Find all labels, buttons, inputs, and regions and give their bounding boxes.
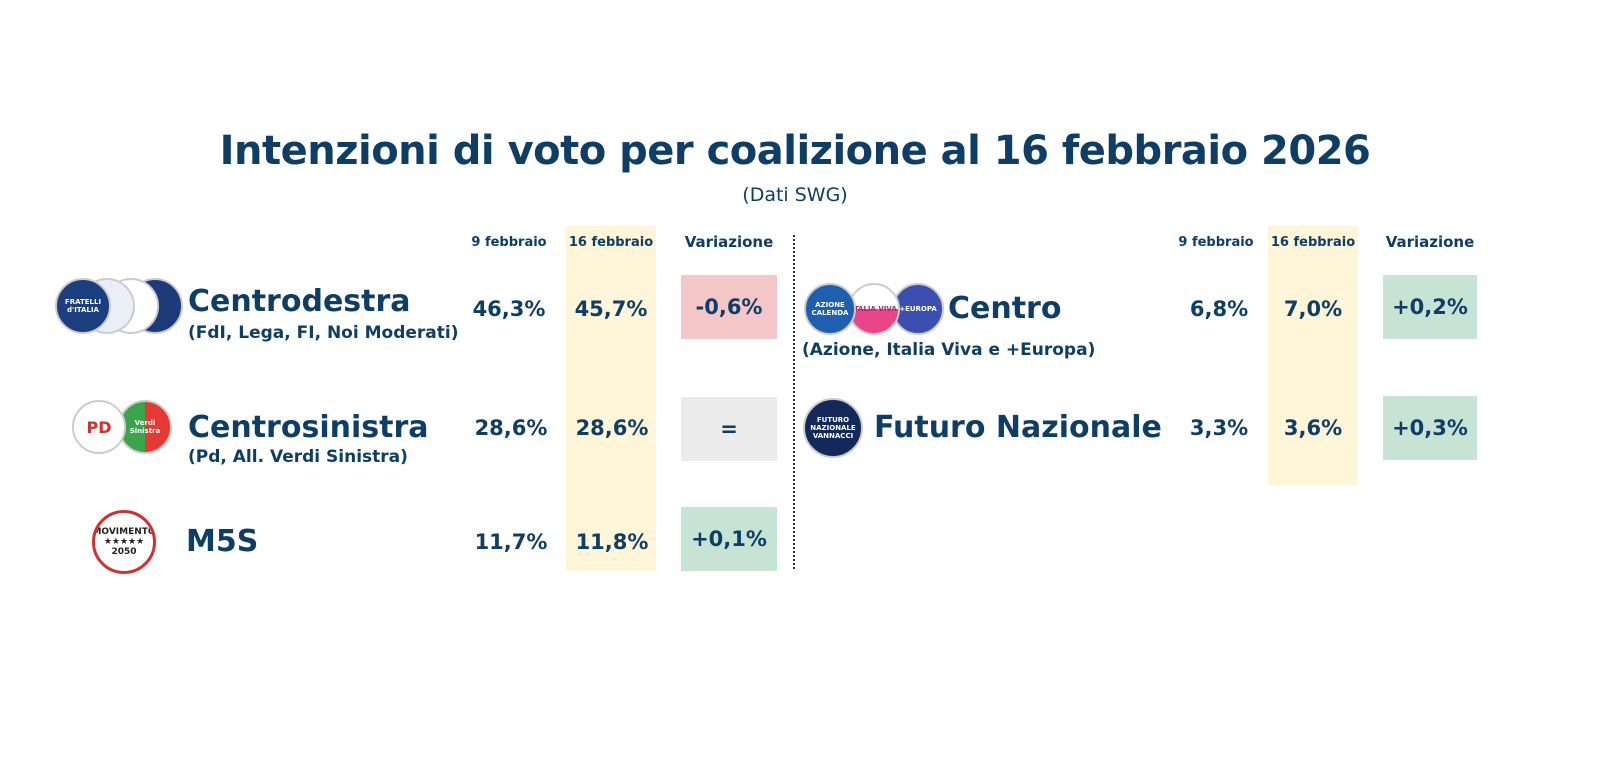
highlight-column-left bbox=[566, 226, 656, 571]
header-variazione: Variazione bbox=[1385, 233, 1475, 251]
value-9-febbraio: 46,3% bbox=[472, 297, 546, 321]
coalition-name: M5S bbox=[186, 524, 259, 559]
subtitle: (Dati SWG) bbox=[742, 184, 848, 206]
value-16-febbraio: 11,8% bbox=[575, 530, 649, 554]
value-9-febbraio: 3,3% bbox=[1189, 416, 1249, 440]
logo-pd: PD bbox=[72, 400, 126, 454]
logo-group-centrosinistra: Verdi Sinistra PD bbox=[72, 400, 174, 456]
logo-group-centrodestra: FRATELLI d'ITALIA bbox=[55, 278, 185, 334]
value-9-febbraio: 28,6% bbox=[474, 416, 548, 440]
page-title: Intenzioni di voto per coalizione al 16 … bbox=[219, 128, 1371, 174]
coalition-parties: (Azione, Italia Viva e +Europa) bbox=[802, 340, 1096, 360]
highlight-column-right bbox=[1268, 226, 1358, 485]
value-16-febbraio: 7,0% bbox=[1283, 297, 1343, 321]
logo-futuro-nazionale: FUTURO NAZIONALE VANNACCI bbox=[803, 398, 863, 458]
logo-group-centro: +EUROPA ITALIA VIVA AZIONE CALENDA bbox=[804, 283, 944, 339]
change-badge: +0,2% bbox=[1383, 275, 1477, 339]
change-badge: = bbox=[681, 397, 777, 461]
change-badge: -0,6% bbox=[681, 275, 777, 339]
coalition-parties: (Pd, All. Verdi Sinistra) bbox=[188, 447, 408, 467]
coalition-name: Centrodestra bbox=[188, 284, 411, 319]
logo-fratelli-italia: FRATELLI d'ITALIA bbox=[55, 278, 111, 334]
change-badge: +0,1% bbox=[681, 507, 777, 571]
value-16-febbraio: 45,7% bbox=[574, 297, 648, 321]
coalition-parties: (FdI, Lega, FI, Noi Moderati) bbox=[188, 323, 459, 343]
logo-azione: AZIONE CALENDA bbox=[804, 283, 856, 335]
value-9-febbraio: 6,8% bbox=[1189, 297, 1249, 321]
divider bbox=[793, 235, 795, 569]
logo-avs: Verdi Sinistra bbox=[118, 400, 172, 454]
header-16-febbraio: 16 febbraio bbox=[568, 235, 654, 250]
logo-m5s: MOVIMENTO ★★★★★ 2050 bbox=[92, 510, 156, 574]
header-9-febbraio: 9 febbraio bbox=[1178, 235, 1254, 250]
header-16-febbraio: 16 febbraio bbox=[1270, 235, 1356, 250]
coalition-name: Centro bbox=[948, 291, 1062, 326]
coalition-name: Futuro Nazionale bbox=[874, 410, 1162, 445]
header-variazione: Variazione bbox=[684, 233, 774, 251]
value-16-febbraio: 3,6% bbox=[1283, 416, 1343, 440]
value-9-febbraio: 11,7% bbox=[474, 530, 548, 554]
coalition-name: Centrosinistra bbox=[188, 410, 429, 445]
value-16-febbraio: 28,6% bbox=[575, 416, 649, 440]
change-badge: +0,3% bbox=[1383, 396, 1477, 460]
header-9-febbraio: 9 febbraio bbox=[471, 235, 547, 250]
logo-piu-europa: +EUROPA bbox=[892, 283, 944, 335]
